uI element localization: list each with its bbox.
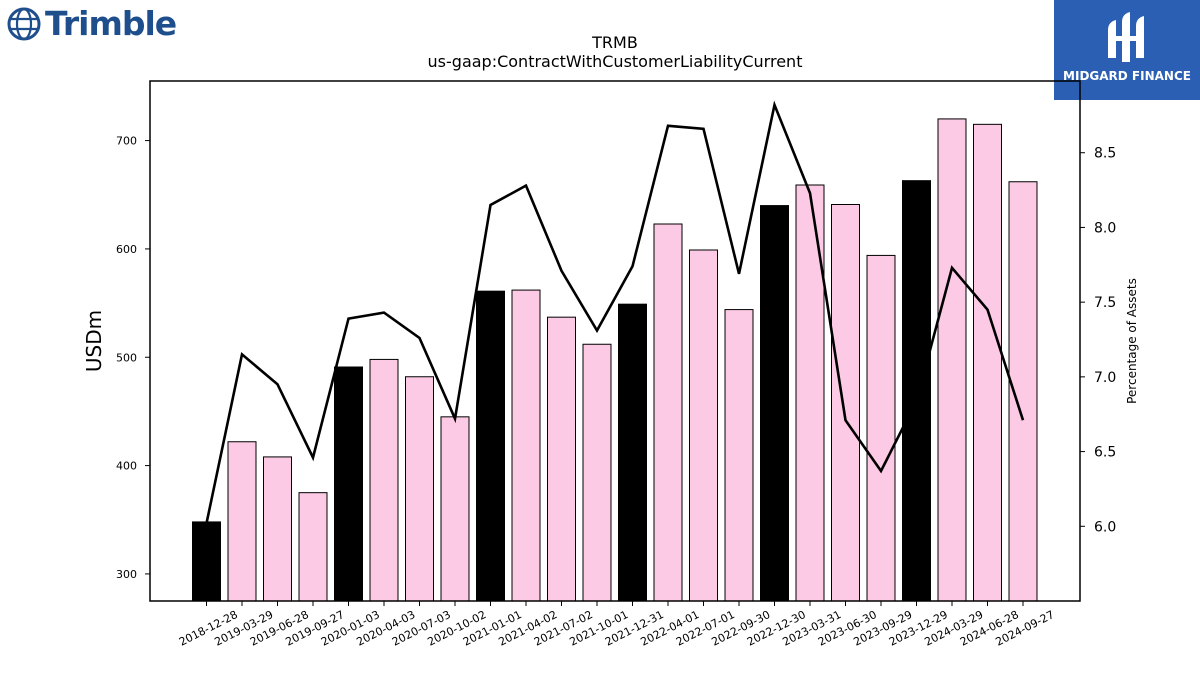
y2-axis-label: Percentage of Assets <box>1125 278 1139 404</box>
bar-2022-07-01 <box>689 249 718 602</box>
bar-2020-04-03 <box>369 358 399 602</box>
bar-2020-10-02 <box>440 416 470 602</box>
bar-2023-12-29 <box>902 180 931 602</box>
bar-2023-06-30 <box>831 204 860 602</box>
bar-2019-06-28 <box>263 456 292 602</box>
bar-2019-03-29 <box>227 441 257 602</box>
bar-2021-04-02 <box>511 289 541 602</box>
y2-tick-label-7.5: 7.5 <box>1094 295 1116 311</box>
y-tick-label-700: 700 <box>116 135 137 148</box>
trimble-wordmark: Trimble <box>45 4 177 43</box>
trimble-logo: Trimble <box>6 4 177 43</box>
bar-2024-06-28 <box>973 123 1002 602</box>
y2-tick-label-6.5: 6.5 <box>1094 445 1116 461</box>
y-tick-label-600: 600 <box>116 243 137 256</box>
y-tick-label-500: 500 <box>116 351 137 364</box>
y2-tick-label-7.0: 7.0 <box>1094 370 1116 386</box>
bar-2024-03-29 <box>937 118 967 602</box>
y-tick-label-300: 300 <box>116 568 137 581</box>
bar-2020-01-03 <box>334 366 363 602</box>
bar-2019-09-27 <box>298 492 328 602</box>
plot-frame <box>149 80 1081 602</box>
chart-subtitle: us-gaap:ContractWithCustomerLiabilityCur… <box>427 52 803 71</box>
bar-2021-07-02 <box>547 316 576 602</box>
y-tick-label-400: 400 <box>116 460 137 473</box>
bar-2022-04-01 <box>653 223 683 602</box>
midgard-finance-label: MIDGARD FINANCE <box>1063 69 1191 83</box>
midgard-emblem-icon <box>1108 12 1144 62</box>
y-axis-label: USDm <box>82 310 106 372</box>
bar-2020-07-03 <box>405 376 434 602</box>
bar-2022-12-30 <box>760 205 789 602</box>
y2-tick-label-6.0: 6.0 <box>1094 519 1116 535</box>
bar-2022-09-30 <box>724 309 754 602</box>
bar-2018-12-28 <box>192 521 221 602</box>
midgard-finance-logo: MIDGARD FINANCE <box>1054 0 1200 100</box>
globe-icon <box>7 7 41 40</box>
bar-2021-01-01 <box>476 290 505 602</box>
percentage-line <box>205 100 1025 524</box>
y2-tick-label-8.5: 8.5 <box>1094 146 1116 162</box>
bar-2021-12-31 <box>618 303 647 602</box>
chart-title: TRMB <box>592 33 638 52</box>
y2-tick-label-8.0: 8.0 <box>1094 220 1116 236</box>
bar-2021-10-01 <box>582 343 612 602</box>
bar-2023-09-29 <box>866 254 896 602</box>
